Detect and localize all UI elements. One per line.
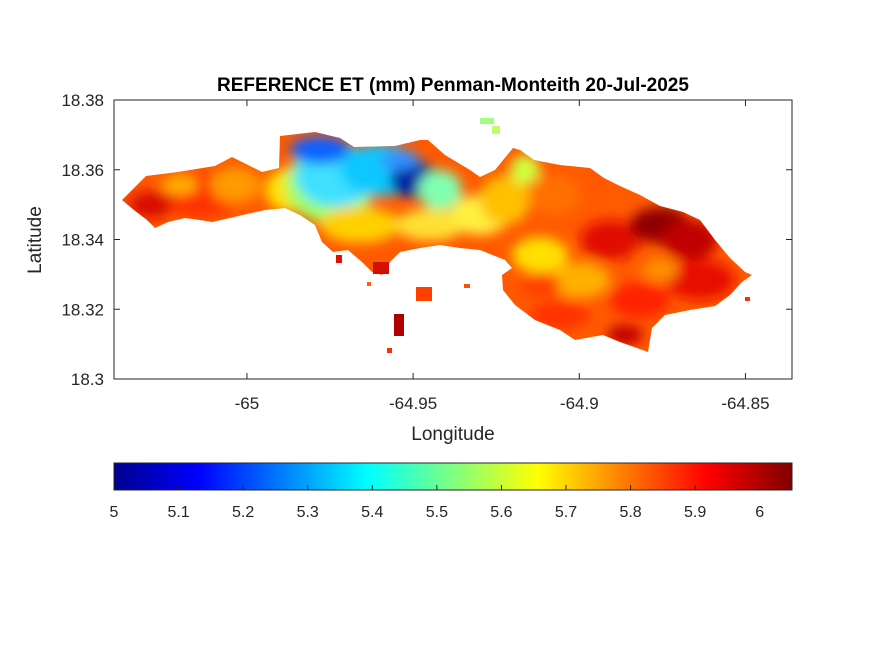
- colorbar-tick-label: 5: [110, 504, 119, 521]
- colorbar: [113, 462, 793, 491]
- x-tick-label: -65: [235, 394, 260, 413]
- x-tick-label: -64.9: [560, 394, 599, 413]
- colorbar-tick-label: 5.5: [426, 504, 448, 521]
- colorbar-tick-label: 5.9: [684, 504, 706, 521]
- y-tick-label: 18.34: [61, 231, 104, 250]
- colorbar-tick-label: 5.8: [619, 504, 641, 521]
- y-tick-label: 18.3: [71, 370, 104, 389]
- colorbar-tick-label: 5.1: [167, 504, 189, 521]
- y-tick-label: 18.32: [61, 300, 104, 319]
- y-axis-label: Latitude: [25, 206, 46, 274]
- colorbar-tick-label: 5.7: [555, 504, 577, 521]
- x-axis-label: Longitude: [411, 424, 494, 445]
- colorbar-tick-label: 6: [755, 504, 764, 521]
- y-axis: 18.3 18.32 18.34 18.36 18.38: [61, 91, 792, 389]
- islets: [336, 118, 750, 353]
- colorbar-tick-label: 5.4: [361, 504, 383, 521]
- y-tick-label: 18.36: [61, 161, 104, 180]
- colorbar-tick-label: 5.2: [232, 504, 254, 521]
- x-tick-label: -64.85: [721, 394, 769, 413]
- y-tick-label: 18.38: [61, 91, 104, 110]
- x-axis: -65 -64.95 -64.9 -64.85: [235, 100, 770, 413]
- colorbar-tick-label: 5.6: [490, 504, 512, 521]
- colorbar-ticks: 5 5.1 5.2 5.3 5.4 5.5 5.6 5.7 5.8 5.9 6: [110, 485, 764, 521]
- colorbar-tick-label: 5.3: [297, 504, 319, 521]
- x-tick-label: -64.95: [389, 394, 437, 413]
- chart-title: REFERENCE ET (mm) Penman-Monteith 20-Jul…: [217, 75, 689, 96]
